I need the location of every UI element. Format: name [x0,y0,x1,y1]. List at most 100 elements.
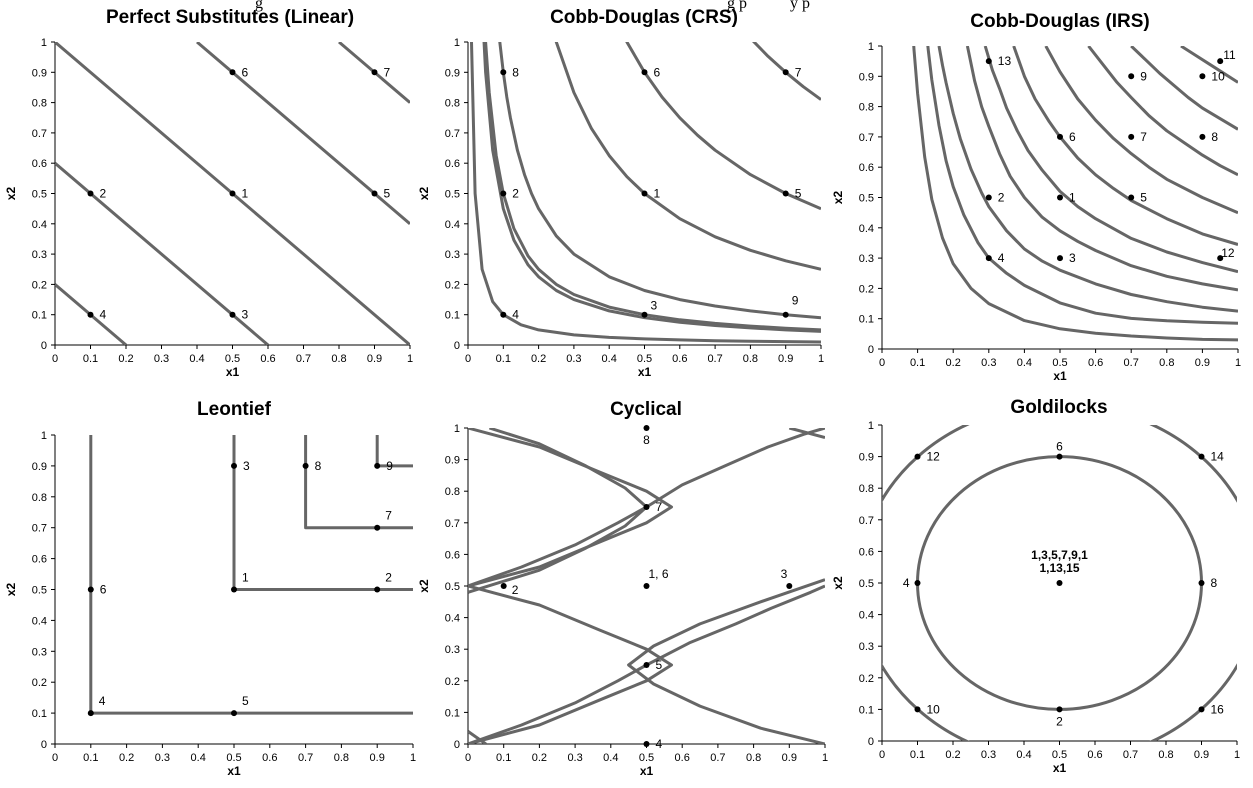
x-tick-label: 1 [410,752,416,764]
data-point [985,58,992,65]
point-label: 4 [99,694,106,708]
y-tick-label: 0.4 [445,613,460,625]
y-tick-label: 0 [868,344,874,356]
data-point [914,706,921,713]
y-tick-label: 0.5 [445,581,460,593]
data-point [641,69,648,76]
data-point [500,583,507,589]
y-tick-label: 0.8 [445,98,460,110]
y-tick-label: 0.2 [445,279,460,291]
point-label: 3 [781,567,788,581]
chart-title: Cyclical [610,399,682,420]
curves-group [912,46,1238,342]
figure-caption-fragment: g [255,0,263,12]
y-tick-label: 0.5 [32,585,47,597]
y-tick-label: 0.7 [32,128,47,140]
y-tick-label: 0.4 [445,219,460,231]
x-tick-label: 1 [407,353,413,365]
x-tick-label: 0.7 [710,752,725,764]
y-tick-label: 0 [454,340,460,352]
indifference-curve-3 [937,46,1238,313]
point-label: 7 [1140,130,1147,144]
point-label: 1,13,15 [1039,561,1079,575]
x-tick-label: 0 [879,357,885,369]
indifference-curve-5 [983,46,1238,274]
point-label: 13 [998,54,1012,68]
data-point [371,69,378,76]
y-tick-label: 0.5 [445,189,460,201]
chart-title: Cobb-Douglas (IRS) [970,11,1149,32]
x-tick-label: 0.5 [639,752,654,764]
data-point [87,311,94,318]
indifference-curve-7 [788,428,825,439]
point-label: 1 [242,187,249,201]
data-point [643,504,650,510]
y-tick-label: 0.1 [445,310,460,322]
x-tick-label: 1 [818,353,824,365]
data-point [500,311,507,318]
y-tick-label: 0 [454,739,460,751]
indifference-curve-9 [1130,46,1238,131]
y-tick-label: 0.4 [32,615,47,627]
curves-group [89,435,413,715]
x-tick-label: 0.3 [981,749,996,761]
x-tick-label: 0.9 [778,353,793,365]
data-point [231,710,237,717]
x-tick-label: 0.5 [1052,749,1067,761]
chart-panel-2: Cobb-Douglas (CRS) 0 0.1 0.2 0.3 0.4 0.5 0.6 0.7… [417,7,824,379]
data-point [231,462,237,469]
x-tick-label: 1 [1235,357,1241,369]
data-point [643,741,650,747]
x-axis-label: x1 [638,365,652,379]
x-tick-label: 0.4 [603,752,618,764]
x-tick-label: 0.2 [119,752,134,764]
data-point [302,462,309,469]
data-point [374,524,381,531]
y-tick-label: 0.1 [32,708,47,720]
point-label: 12 [927,450,941,464]
x-tick-label: 0.5 [225,353,240,365]
y-tick-label: 0.4 [32,219,47,231]
point-label: 9 [386,459,393,473]
x-tick-label: 1 [822,752,828,764]
point-label: 14 [1211,450,1225,464]
data-point [985,194,992,201]
x-tick-label: 0.3 [154,353,169,365]
x-tick-label: 0 [879,749,885,761]
data-point [229,69,236,76]
x-tick-label: 0.6 [262,752,277,764]
point-label: 4 [100,308,107,322]
indifference-curve-3 [468,584,825,744]
y-tick-label: 0.6 [859,162,874,174]
y-tick-label: 0.6 [445,158,460,170]
indifference-curve-1 [89,435,413,715]
point-label: 6 [1056,440,1063,454]
chart-panel-4: Leontief 0 0.1 0.2 0.3 0.4 0.5 0.6 0.7 0.8 0.9 1 0 0.… [4,399,416,778]
data-point [229,190,236,197]
data-point [782,69,789,76]
indifference-curve-4 [468,584,673,744]
point-label: 2 [512,583,519,597]
point-label: 5 [384,187,391,201]
x-tick-label: 0.9 [367,353,382,365]
indifference-curve-4 [498,42,821,320]
x-tick-label: 0.2 [532,752,547,764]
y-tick-label: 0.9 [32,67,47,79]
point-label: 1,3,5,7,9,1 [1031,548,1088,562]
data-point [500,69,507,76]
x-tick-label: 0.6 [672,353,687,365]
indifference-curve-4 [375,435,413,468]
x-tick-label: 0.1 [910,357,925,369]
x-tick-label: 0.9 [782,752,797,764]
x-tick-label: 0.9 [1194,749,1209,761]
indifference-curve-5 [468,428,825,588]
point-label: 7 [384,65,391,79]
y-tick-label: 0.9 [445,67,460,79]
data-point [1128,133,1135,140]
indifference-curve-7 [1044,46,1238,215]
point-label: 6 [1069,130,1076,144]
y-tick-label: 0.5 [32,189,47,201]
x-tick-label: 0.8 [331,353,346,365]
y-axis-label: x2 [831,576,845,590]
y-tick-label: 0.2 [445,676,460,688]
